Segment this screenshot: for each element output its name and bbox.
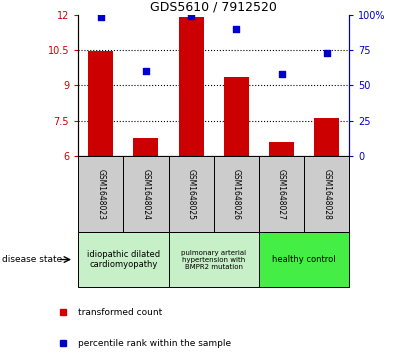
Bar bbox=[179, 17, 203, 156]
Bar bbox=[134, 138, 158, 156]
Point bbox=[233, 26, 240, 32]
Text: pulmonary arterial
hypertension with
BMPR2 mutation: pulmonary arterial hypertension with BMP… bbox=[181, 249, 246, 270]
Text: percentile rank within the sample: percentile rank within the sample bbox=[78, 339, 231, 347]
Point bbox=[278, 71, 285, 77]
Text: GSM1648026: GSM1648026 bbox=[232, 169, 241, 220]
Bar bbox=[214, 156, 259, 232]
Bar bbox=[78, 232, 169, 287]
Text: GSM1648025: GSM1648025 bbox=[187, 169, 196, 220]
Bar bbox=[314, 118, 339, 156]
Text: GSM1648024: GSM1648024 bbox=[141, 169, 150, 220]
Bar bbox=[304, 156, 349, 232]
Text: GSM1648023: GSM1648023 bbox=[96, 169, 105, 220]
Bar bbox=[169, 156, 214, 232]
Point bbox=[143, 68, 149, 74]
Bar bbox=[88, 51, 113, 156]
Bar bbox=[259, 232, 349, 287]
Text: GSM1648028: GSM1648028 bbox=[322, 169, 331, 220]
Bar bbox=[78, 156, 123, 232]
Bar bbox=[259, 156, 304, 232]
Point bbox=[188, 13, 194, 19]
Point bbox=[97, 15, 104, 20]
Bar bbox=[123, 156, 169, 232]
Bar bbox=[169, 232, 259, 287]
Text: idiopathic dilated
cardiomyopathy: idiopathic dilated cardiomyopathy bbox=[87, 250, 160, 269]
Text: healthy control: healthy control bbox=[272, 255, 336, 264]
Point bbox=[323, 50, 330, 56]
Text: disease state: disease state bbox=[2, 255, 62, 264]
Title: GDS5610 / 7912520: GDS5610 / 7912520 bbox=[150, 0, 277, 13]
Bar bbox=[224, 77, 249, 156]
Bar bbox=[269, 142, 294, 156]
Text: transformed count: transformed count bbox=[78, 308, 162, 317]
Text: GSM1648027: GSM1648027 bbox=[277, 169, 286, 220]
